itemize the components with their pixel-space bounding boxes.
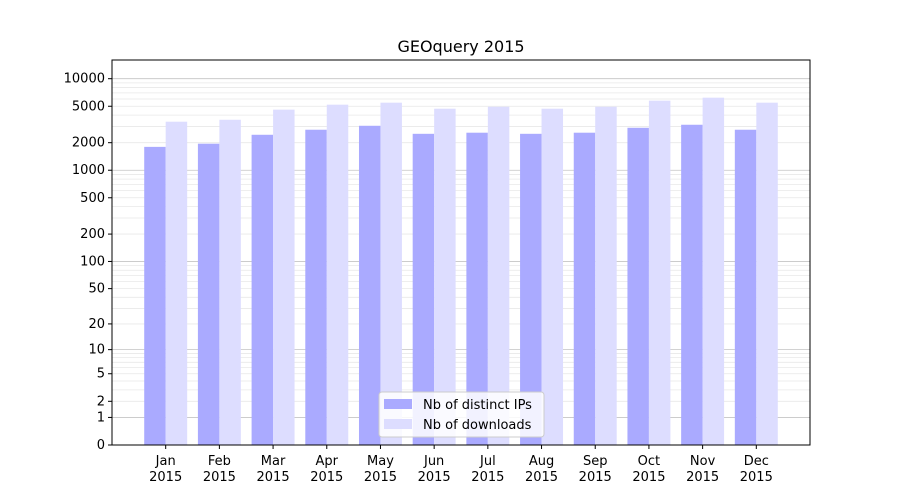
y-tick-label: 100 [80,254,105,269]
x-tick-label: 2015 [686,470,719,485]
x-tick-label: Nov [690,454,716,469]
x-tick-label: 2015 [579,470,612,485]
x-tick-label: 2015 [310,470,343,485]
x-tick-label: 2015 [418,470,451,485]
chart-title: GEOquery 2015 [397,37,524,56]
x-tick-label: Jun [423,454,444,469]
y-tick-label: 2 [97,394,105,409]
bar-nb-of-distinct-ips [251,134,274,445]
y-tick-label: 5 [97,367,105,382]
x-tick-label: Jan [155,454,176,469]
x-tick-label: Feb [208,454,231,469]
bar-nb-of-downloads [648,100,671,445]
bar-nb-of-distinct-ips [627,127,649,445]
bar-nb-of-downloads [326,104,349,445]
x-tick-label: 2015 [257,470,290,485]
x-tick-label: Mar [261,454,286,469]
x-tick-label: Sep [583,454,608,469]
legend-label: Nb of distinct IPs [423,398,532,413]
bars [144,97,778,446]
x-tick-label: Jul [479,454,496,469]
x-tick-label: 2015 [149,470,182,485]
x-tick-label: May [367,454,394,469]
y-tick-label: 2000 [72,136,105,151]
y-tick-label: 20 [88,317,105,332]
x-tick-label: 2015 [525,470,558,485]
y-tick-label: 0 [97,438,105,453]
y-tick-label: 500 [80,191,105,206]
bar-nb-of-distinct-ips [734,129,757,446]
x-tick-label: Oct [638,454,660,469]
bar-nb-of-distinct-ips [573,132,596,445]
y-tick-label: 50 [88,282,105,297]
axes: 012510205010020050010002000500010000Jan2… [64,59,811,485]
x-tick-label: 2015 [364,470,397,485]
bar-nb-of-distinct-ips [412,133,435,445]
bar-nb-of-downloads [380,102,402,446]
x-tick-label: Dec [744,454,769,469]
bar-nb-of-downloads [595,106,617,445]
y-tick-label: 200 [80,227,105,242]
axes-frame [111,59,811,446]
y-tick-label: 10 [88,343,105,358]
y-tick-label: 10000 [64,72,105,87]
bar-nb-of-downloads [273,109,295,446]
y-tick-label: 1 [97,410,105,425]
bar-nb-of-downloads [702,97,725,446]
y-tick-label: 5000 [72,99,105,114]
bar-nb-of-distinct-ips [358,125,381,445]
y-tick-label: 1000 [72,163,105,178]
bar-nb-of-distinct-ips [466,132,488,445]
legend-label: Nb of downloads [423,418,532,433]
legend-box [378,391,545,438]
x-tick-label: 2015 [471,470,504,485]
bar-nb-of-downloads [756,102,778,446]
bar-nb-of-distinct-ips [197,143,220,445]
x-tick-label: Apr [316,454,339,469]
x-tick-label: Aug [529,454,554,469]
x-tick-label: 2015 [203,470,236,485]
x-tick-label: 2015 [632,470,665,485]
legend: Nb of distinct IPs Nb of downloads [378,391,545,438]
bar-nb-of-downloads [541,108,564,446]
bar-nb-of-downloads [487,106,510,445]
bar-nb-of-downloads [434,108,456,446]
legend-swatch [384,419,412,429]
bar-nb-of-downloads [219,119,241,446]
bar-nb-of-distinct-ips [520,133,542,445]
bar-nb-of-distinct-ips [305,129,327,446]
x-tick-label: 2015 [740,470,773,485]
legend-swatch [384,399,412,409]
bar-nb-of-downloads [165,121,188,445]
bar-nb-of-distinct-ips [144,146,166,445]
bar-nb-of-distinct-ips [681,124,703,446]
